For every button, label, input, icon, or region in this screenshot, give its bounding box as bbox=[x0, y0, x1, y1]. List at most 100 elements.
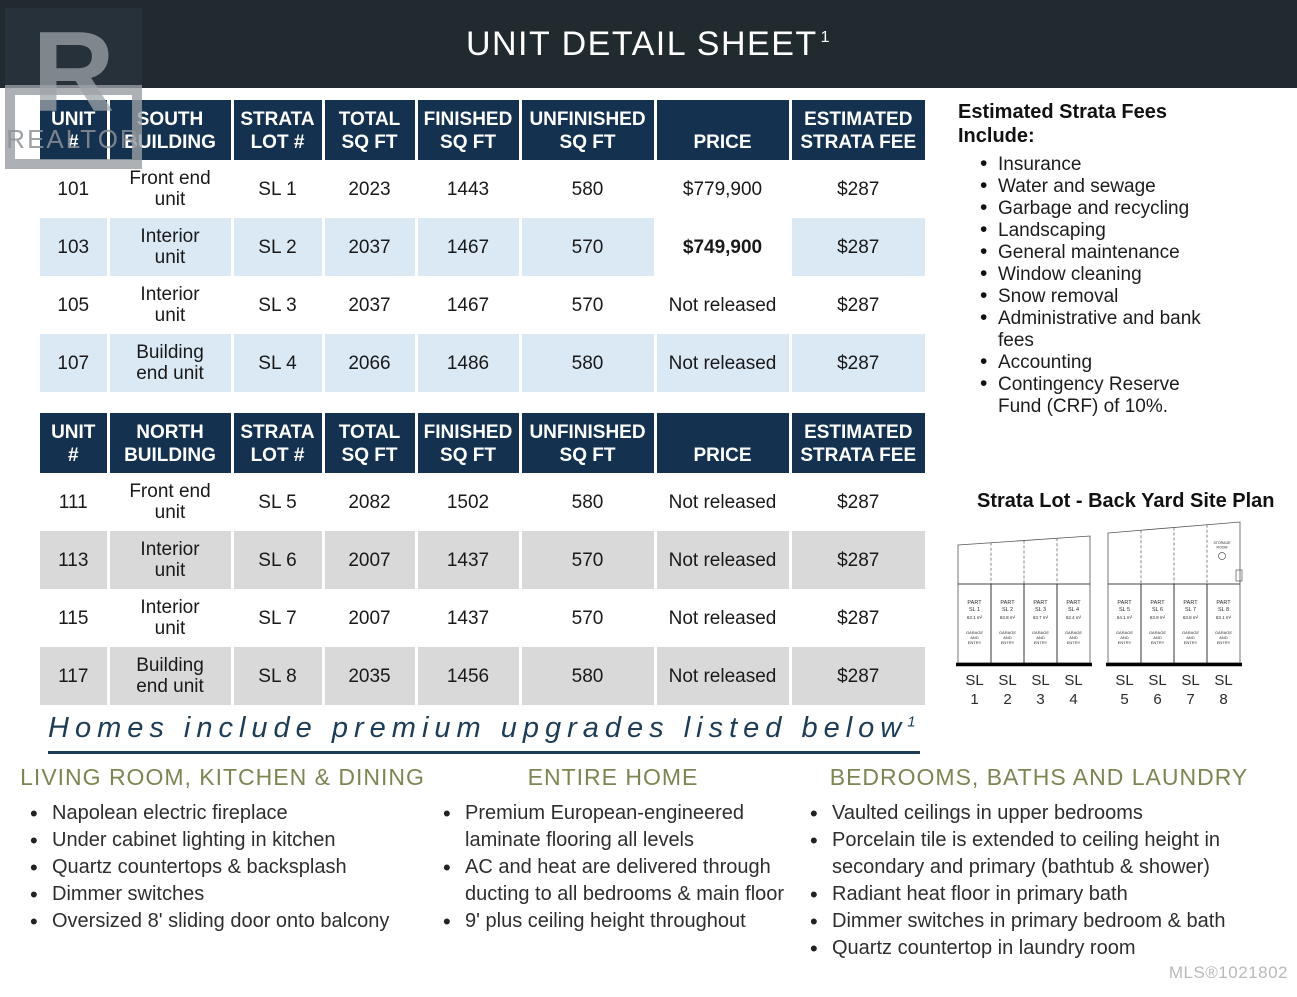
table-row-unit-101: 101 Front end unit SL 1 2023 1443 580 $7… bbox=[40, 160, 925, 218]
site-plan-lot: PART SL 6 63.9 m² GARAGE AND ENTRY SL 6 bbox=[1148, 600, 1166, 708]
upgrades-list: Premium European-engineered laminate flo… bbox=[433, 800, 793, 935]
list-item: Snow removal bbox=[958, 285, 1218, 308]
col-header-strata-lot: STRATA LOT # bbox=[232, 413, 325, 473]
total-sqft: 2035 bbox=[323, 647, 418, 705]
strata-fee: $287 bbox=[790, 647, 925, 705]
site-plan-lot: PART SL 5 64.1 m² GARAGE AND ENTRY SL 5 bbox=[1115, 600, 1133, 708]
svg-text:PART: PART bbox=[1117, 600, 1132, 606]
col-header-building: SOUTH BUILDING bbox=[108, 100, 234, 160]
strata-fee: $287 bbox=[837, 491, 880, 513]
svg-text:SL 2: SL 2 bbox=[1002, 607, 1013, 613]
site-plan-lot: PART SL 2 63.8 m² GARAGE AND ENTRY SL 2 bbox=[998, 600, 1016, 708]
mls-number: MLS®1021802 bbox=[1168, 963, 1288, 982]
strata-lot: SL 6 bbox=[232, 531, 325, 589]
list-item: Garbage and recycling bbox=[958, 197, 1218, 220]
table-row-unit-103: 103 Interior unit SL 2 2037 1467 570 $74… bbox=[40, 218, 925, 276]
unit-number: 107 bbox=[40, 334, 110, 392]
finished-sqft: 1443 bbox=[416, 160, 522, 218]
svg-text:1: 1 bbox=[970, 691, 978, 708]
svg-text:SL: SL bbox=[965, 672, 983, 689]
table-row-unit-105: 105 Interior unit SL 3 2037 1467 570 Not… bbox=[40, 276, 925, 334]
site-plan-lot: PART SL 8 63.1 m² GARAGE AND ENTRY SL 8 bbox=[1214, 600, 1232, 708]
strata-fee: $287 bbox=[790, 531, 925, 589]
storage-room-label: STORAGE bbox=[1213, 541, 1231, 545]
table-row-unit-117: 117 Building end unit SL 8 2035 1456 580… bbox=[40, 647, 925, 705]
section-title: BEDROOMS, BATHS AND LAUNDRY bbox=[829, 764, 1249, 790]
svg-text:4: 4 bbox=[1069, 691, 1077, 708]
col-header-finished-sqft: FINISHED SQ FT bbox=[416, 100, 522, 160]
price: Not released bbox=[655, 334, 792, 392]
list-item: Premium European-engineered laminate flo… bbox=[433, 800, 793, 854]
svg-text:PART: PART bbox=[967, 600, 982, 606]
unit-number: 117 bbox=[40, 647, 110, 705]
price: $779,900 bbox=[655, 160, 792, 218]
svg-text:7: 7 bbox=[1186, 691, 1194, 708]
svg-text:GARAGE: GARAGE bbox=[1032, 630, 1049, 635]
list-item: Radiant heat floor in primary bath bbox=[800, 881, 1278, 908]
unit-type: Interior unit bbox=[108, 218, 234, 276]
unfinished-sqft: 580 bbox=[520, 334, 657, 392]
svg-text:2: 2 bbox=[1003, 691, 1011, 708]
svg-text:AND: AND bbox=[970, 635, 979, 640]
list-item: Contingency Reserve Fund (CRF) of 10%. bbox=[958, 373, 1218, 418]
svg-text:PART: PART bbox=[1216, 600, 1231, 606]
list-item: 9' plus ceiling height throughout bbox=[433, 908, 793, 935]
finished-sqft: 1486 bbox=[416, 334, 522, 392]
page-title: UNIT DETAIL SHEET 1 bbox=[466, 25, 831, 64]
svg-text:SL: SL bbox=[1064, 672, 1082, 689]
unit-type: Interior unit bbox=[108, 531, 234, 589]
upgrades-section-living-kitchen-dining: LIVING ROOM, KITCHEN & DINING Napolean e… bbox=[20, 764, 425, 935]
unfinished-sqft: 570 bbox=[520, 218, 657, 276]
south-building-table: UNIT # SOUTH BUILDING STRATA LOT # TOTAL SQ … bbox=[40, 100, 925, 392]
section-title: ENTIRE HOME bbox=[527, 764, 699, 790]
storage-room-label: ROOM bbox=[1217, 546, 1228, 550]
svg-text:SL: SL bbox=[1148, 672, 1166, 689]
site-plan-lot: PART SL 3 63.7 m² GARAGE AND ENTRY SL 3 bbox=[1031, 600, 1049, 708]
svg-text:AND: AND bbox=[1036, 635, 1045, 640]
svg-text:GARAGE: GARAGE bbox=[966, 630, 983, 635]
list-item: Dimmer switches in primary bedroom & bat… bbox=[800, 908, 1278, 935]
unfinished-sqft: 570 bbox=[520, 589, 657, 647]
total-sqft: 2023 bbox=[323, 160, 418, 218]
svg-text:PART: PART bbox=[1150, 600, 1165, 606]
list-item: AC and heat are delivered through ductin… bbox=[433, 854, 793, 908]
strata-lot: SL 5 bbox=[232, 473, 325, 531]
strata-lot: SL 3 bbox=[232, 276, 325, 334]
svg-text:AND: AND bbox=[1003, 635, 1012, 640]
list-item: Landscaping bbox=[958, 219, 1218, 242]
svg-text:SL 8: SL 8 bbox=[1218, 607, 1229, 613]
unit-type: Building end unit bbox=[108, 647, 234, 705]
list-item: Oversized 8' sliding door onto balcony bbox=[20, 908, 425, 935]
page-title-footnote: 1 bbox=[820, 29, 832, 47]
svg-text:63.9 m²: 63.9 m² bbox=[1150, 615, 1166, 620]
svg-text:AND: AND bbox=[1219, 635, 1228, 640]
unit-type: Front end unit bbox=[108, 473, 234, 531]
total-sqft: 2066 bbox=[323, 334, 418, 392]
unit-number: 111 bbox=[40, 473, 110, 531]
north-table-header-row: UNIT # NORTH BUILDING STRATA LOT # TOTAL SQ … bbox=[40, 413, 925, 473]
svg-text:PART: PART bbox=[1033, 600, 1048, 606]
north-building-table: UNIT # NORTH BUILDING STRATA LOT # TOTAL SQ … bbox=[40, 413, 925, 705]
col-header-unfinished-sqft: UNFINISHED SQ FT bbox=[520, 100, 657, 160]
svg-text:ENTRY: ENTRY bbox=[1001, 640, 1015, 645]
col-header-price: PRICE bbox=[655, 100, 792, 160]
svg-text:PART: PART bbox=[1183, 600, 1198, 606]
svg-text:SL 1: SL 1 bbox=[969, 607, 980, 613]
unit-number: 103 bbox=[40, 218, 110, 276]
strata-lot: SL 1 bbox=[232, 160, 325, 218]
upgrades-list: Napolean electric fireplace Under cabine… bbox=[20, 800, 425, 935]
list-item: Napolean electric fireplace bbox=[20, 800, 425, 827]
price: Not released bbox=[655, 473, 792, 531]
svg-text:SL 5: SL 5 bbox=[1119, 607, 1130, 613]
unit-number: 105 bbox=[40, 276, 110, 334]
total-sqft: 2037 bbox=[323, 276, 418, 334]
list-item: Vaulted ceilings in upper bedrooms bbox=[800, 800, 1278, 827]
list-item: Administrative and bank fees bbox=[958, 307, 1218, 352]
finished-sqft: 1437 bbox=[416, 531, 522, 589]
svg-text:SL 3: SL 3 bbox=[1035, 607, 1046, 613]
storage-room-marker bbox=[1218, 552, 1226, 560]
strata-lot: SL 7 bbox=[232, 589, 325, 647]
unfinished-sqft: 580 bbox=[520, 160, 657, 218]
svg-text:63.7 m²: 63.7 m² bbox=[1033, 615, 1049, 620]
list-item: Accounting bbox=[958, 351, 1218, 374]
